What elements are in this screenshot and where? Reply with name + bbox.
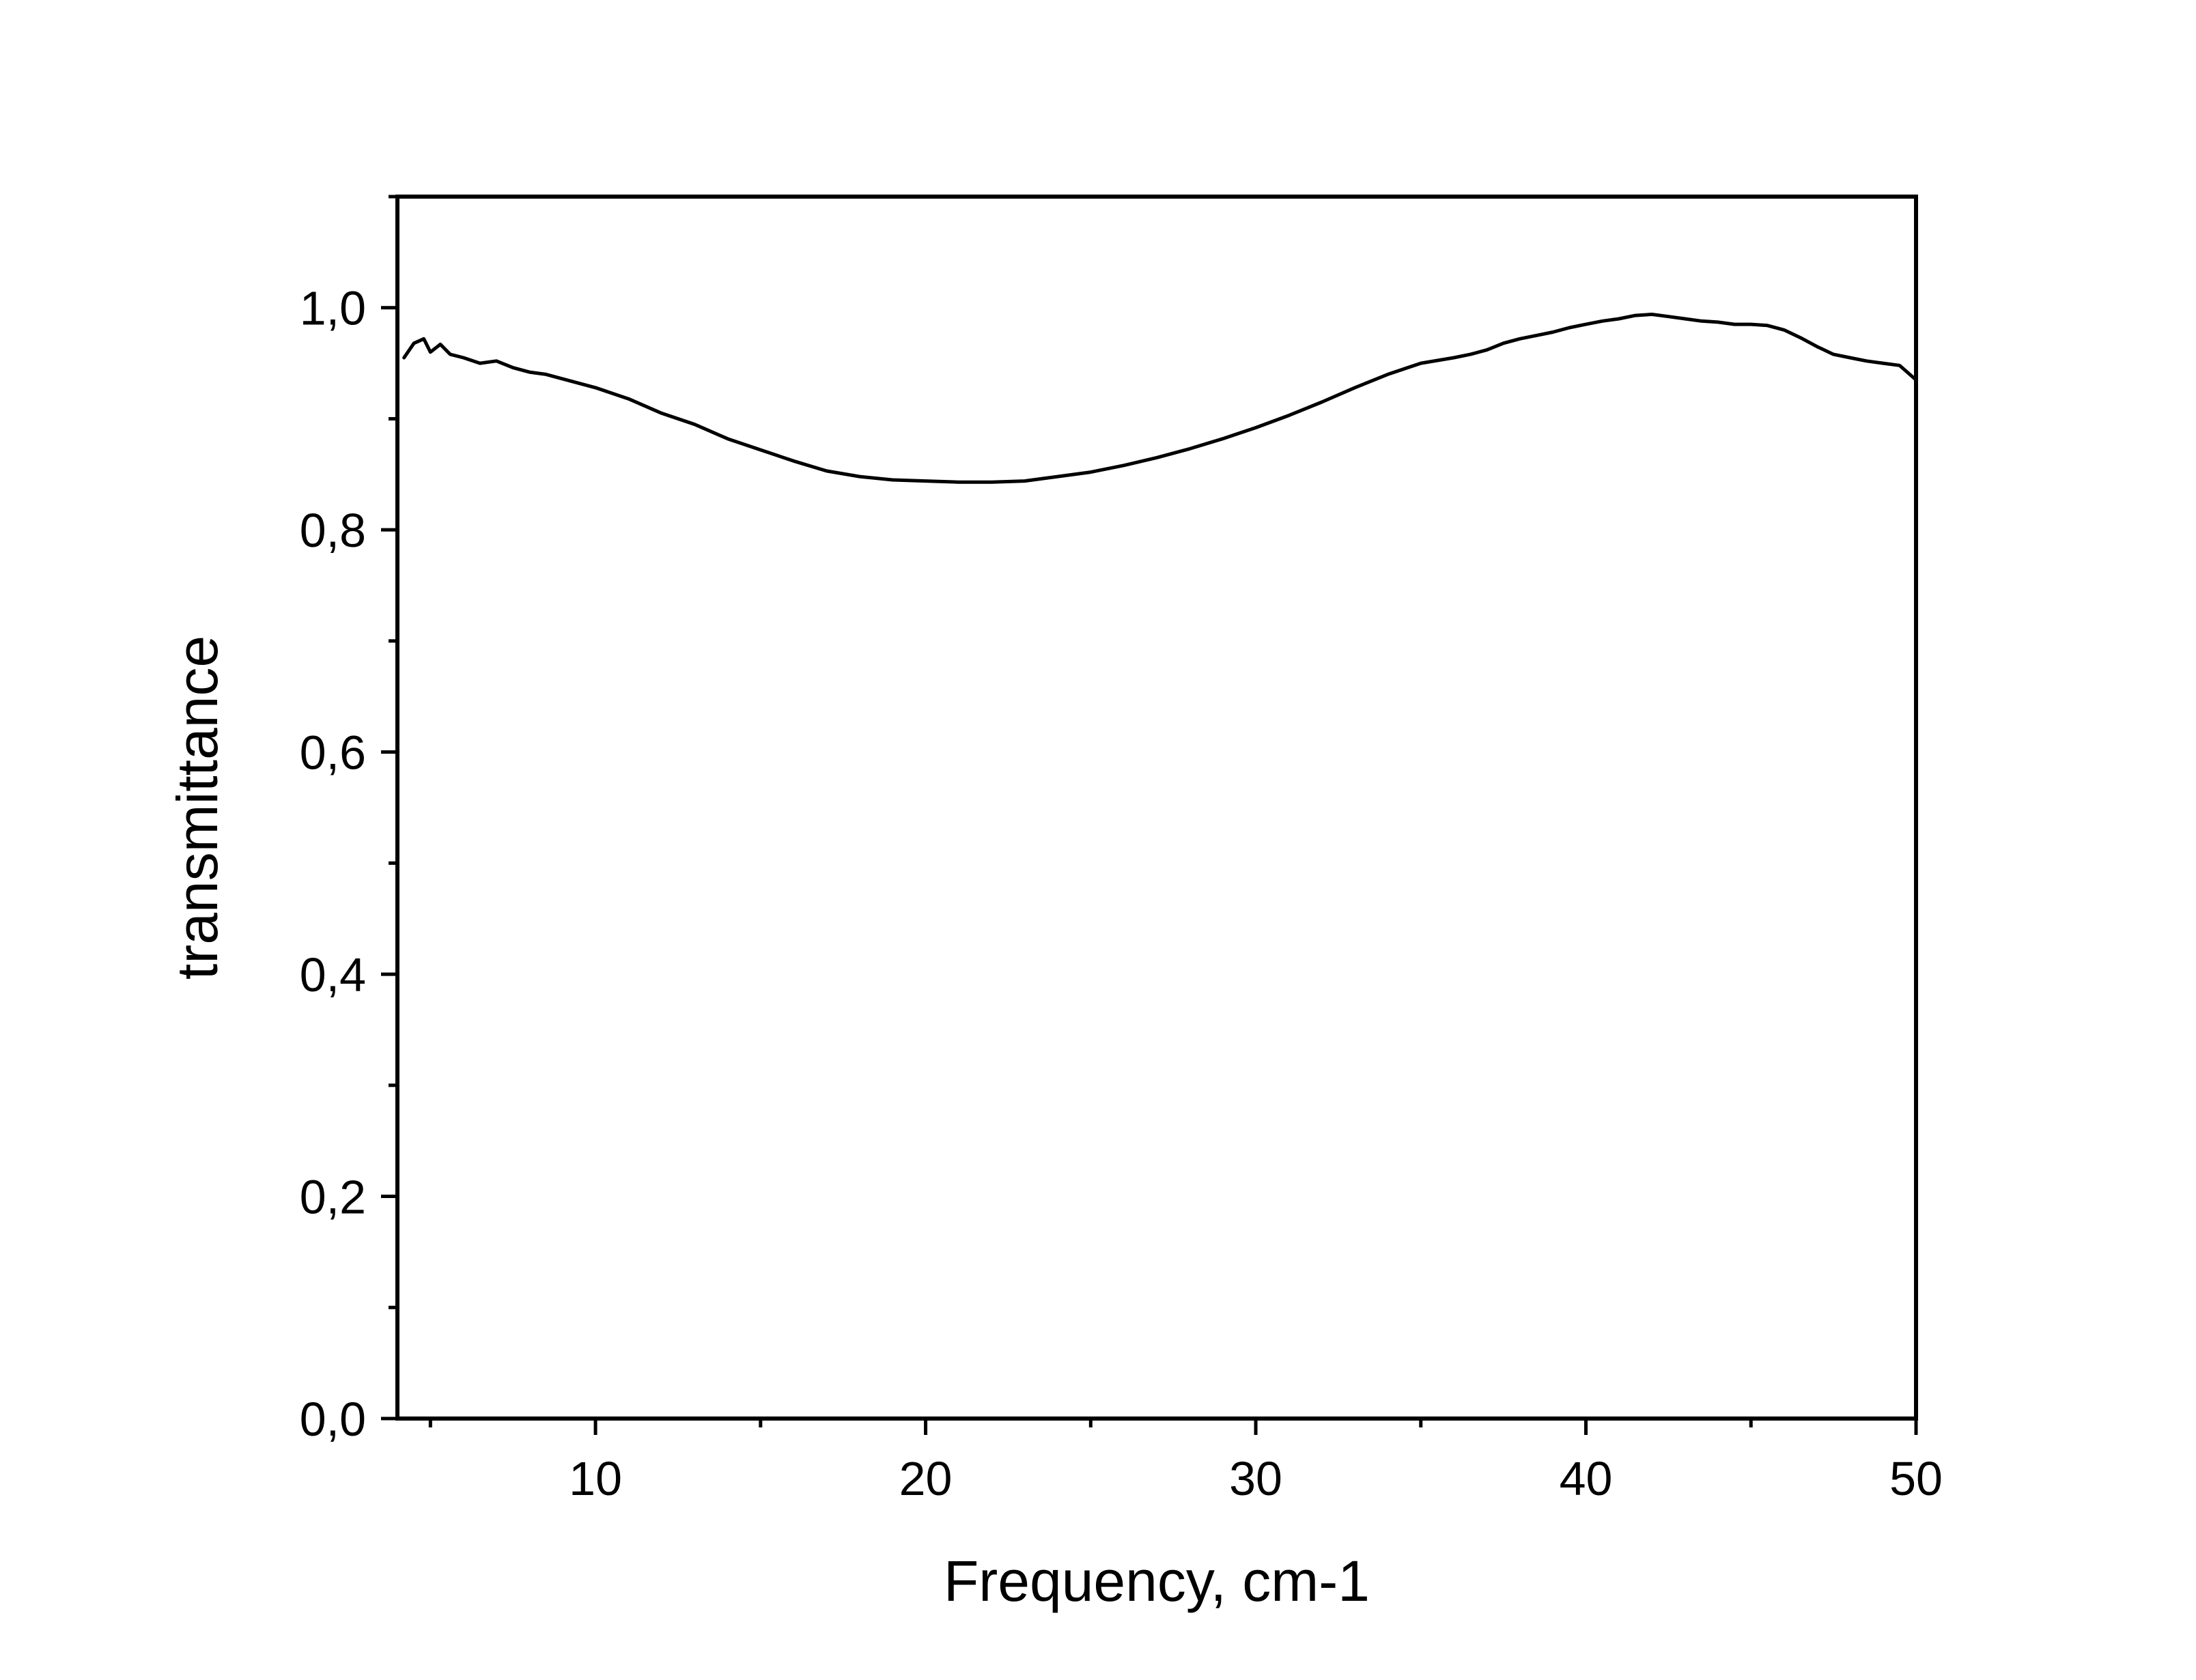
tick-labels-layer: 10 20 30 40 50 0,0 0,2 0,4 0,6 0,8 1,0 <box>300 282 1943 1505</box>
x-tick-label: 30 <box>1229 1452 1282 1505</box>
x-axis-title: Frequency, cm-1 <box>944 1549 1370 1613</box>
transmittance-series-line <box>402 313 1918 484</box>
x-tick-label: 10 <box>569 1452 622 1505</box>
y-axis-title: transmittance <box>165 636 229 980</box>
y-tick-label: 0,6 <box>300 726 366 780</box>
y-tick-label: 0,2 <box>300 1171 366 1224</box>
x-tick-label: 50 <box>1889 1452 1943 1505</box>
plot-frame <box>395 195 1918 1421</box>
y-tick-label: 0,4 <box>300 948 366 1001</box>
y-tick-label: 1,0 <box>300 282 366 335</box>
y-tick-label: 0,0 <box>300 1393 366 1446</box>
x-tick-label: 20 <box>899 1452 953 1505</box>
y-tick-label: 0,8 <box>300 504 366 557</box>
x-tick-label: 40 <box>1560 1452 1613 1505</box>
